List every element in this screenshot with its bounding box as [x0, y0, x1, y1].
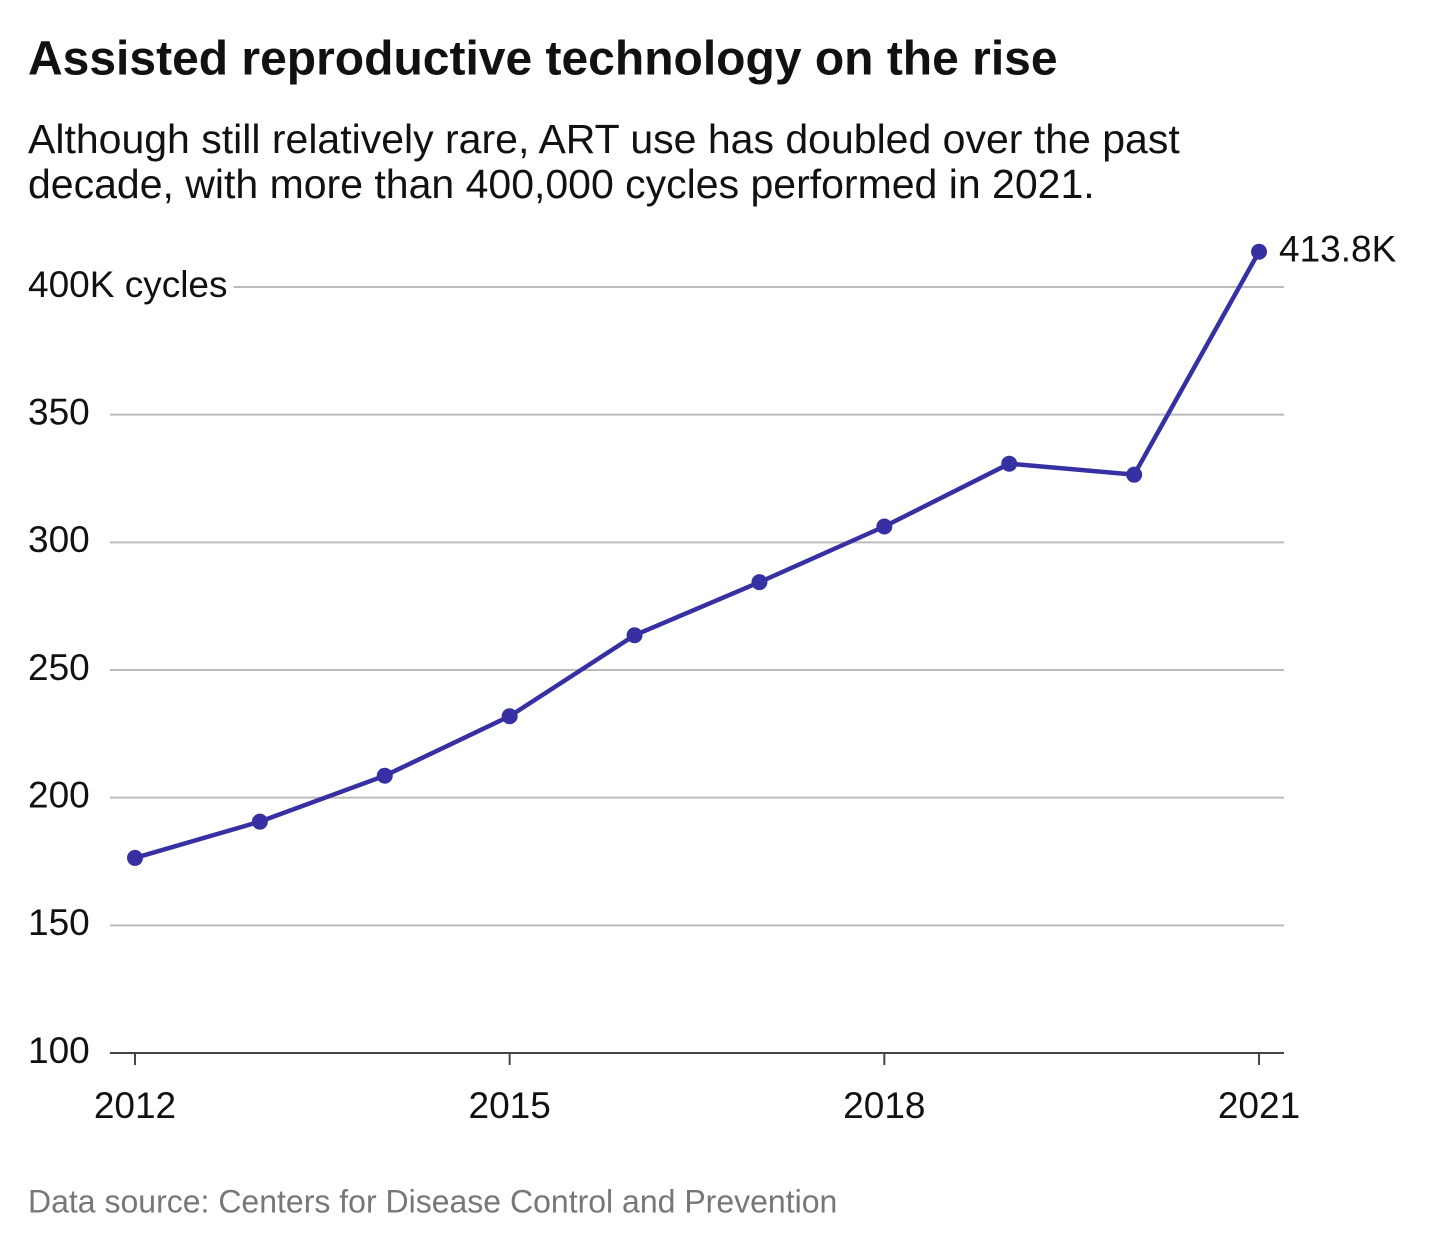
data-line [134, 250, 1261, 861]
chart-title: Assisted reproductive technology on the … [28, 33, 1058, 86]
y-tick-label: 350 [28, 391, 90, 432]
x-tick-label: 2015 [469, 1085, 551, 1126]
y-tick-label: 250 [28, 647, 90, 688]
value-label: 413.8K [1279, 229, 1397, 270]
chart-subtitle: Although still relatively rare, ART use … [28, 116, 1180, 162]
data-point [501, 708, 518, 725]
x-tick-label: 2012 [94, 1085, 176, 1126]
y-tick-label: 200 [28, 774, 90, 815]
source-note: Data source: Centers for Disease Control… [28, 1183, 837, 1219]
data-point [626, 627, 643, 644]
y-tick-label: 100 [28, 1030, 90, 1071]
data-point [1251, 243, 1268, 260]
y-tick-label: 300 [28, 519, 90, 560]
chart-subtitle: decade, with more than 400,000 cycles pe… [28, 161, 1095, 207]
data-point [376, 767, 393, 784]
data-point [126, 849, 143, 866]
y-tick-label: 400K cycles [28, 264, 228, 305]
data-point [1126, 466, 1143, 483]
x-tick-label: 2021 [1218, 1085, 1300, 1126]
data-point [876, 518, 893, 535]
y-tick-label: 150 [28, 902, 90, 943]
data-point [251, 813, 268, 830]
data-point [751, 574, 768, 591]
data-point [1001, 455, 1018, 472]
x-tick-label: 2018 [843, 1085, 925, 1126]
